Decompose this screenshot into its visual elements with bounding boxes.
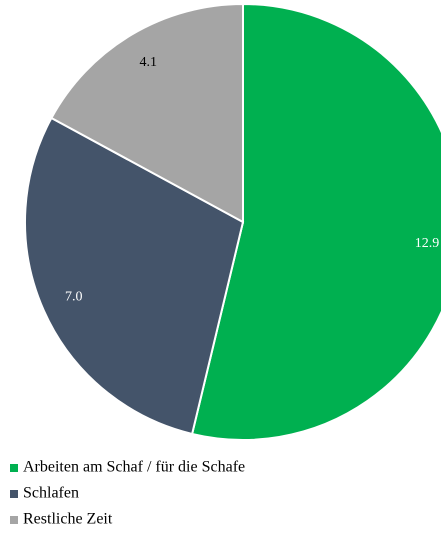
legend-label: Restliche Zeit (23, 511, 113, 528)
data-label: 7.0 (65, 290, 83, 305)
pie-slice (50, 2, 244, 224)
legend-label: Arbeiten am Schaf / für die Schafe (23, 459, 245, 476)
legend-label: Schlafen (23, 485, 79, 502)
pie-slice (190, 2, 441, 441)
data-label: 4.1 (140, 55, 158, 70)
legend-swatch (10, 516, 18, 524)
pie-slice (24, 116, 245, 436)
data-label: 12.9 (415, 236, 440, 251)
legend-swatch (10, 464, 18, 472)
legend-swatch (10, 490, 18, 498)
